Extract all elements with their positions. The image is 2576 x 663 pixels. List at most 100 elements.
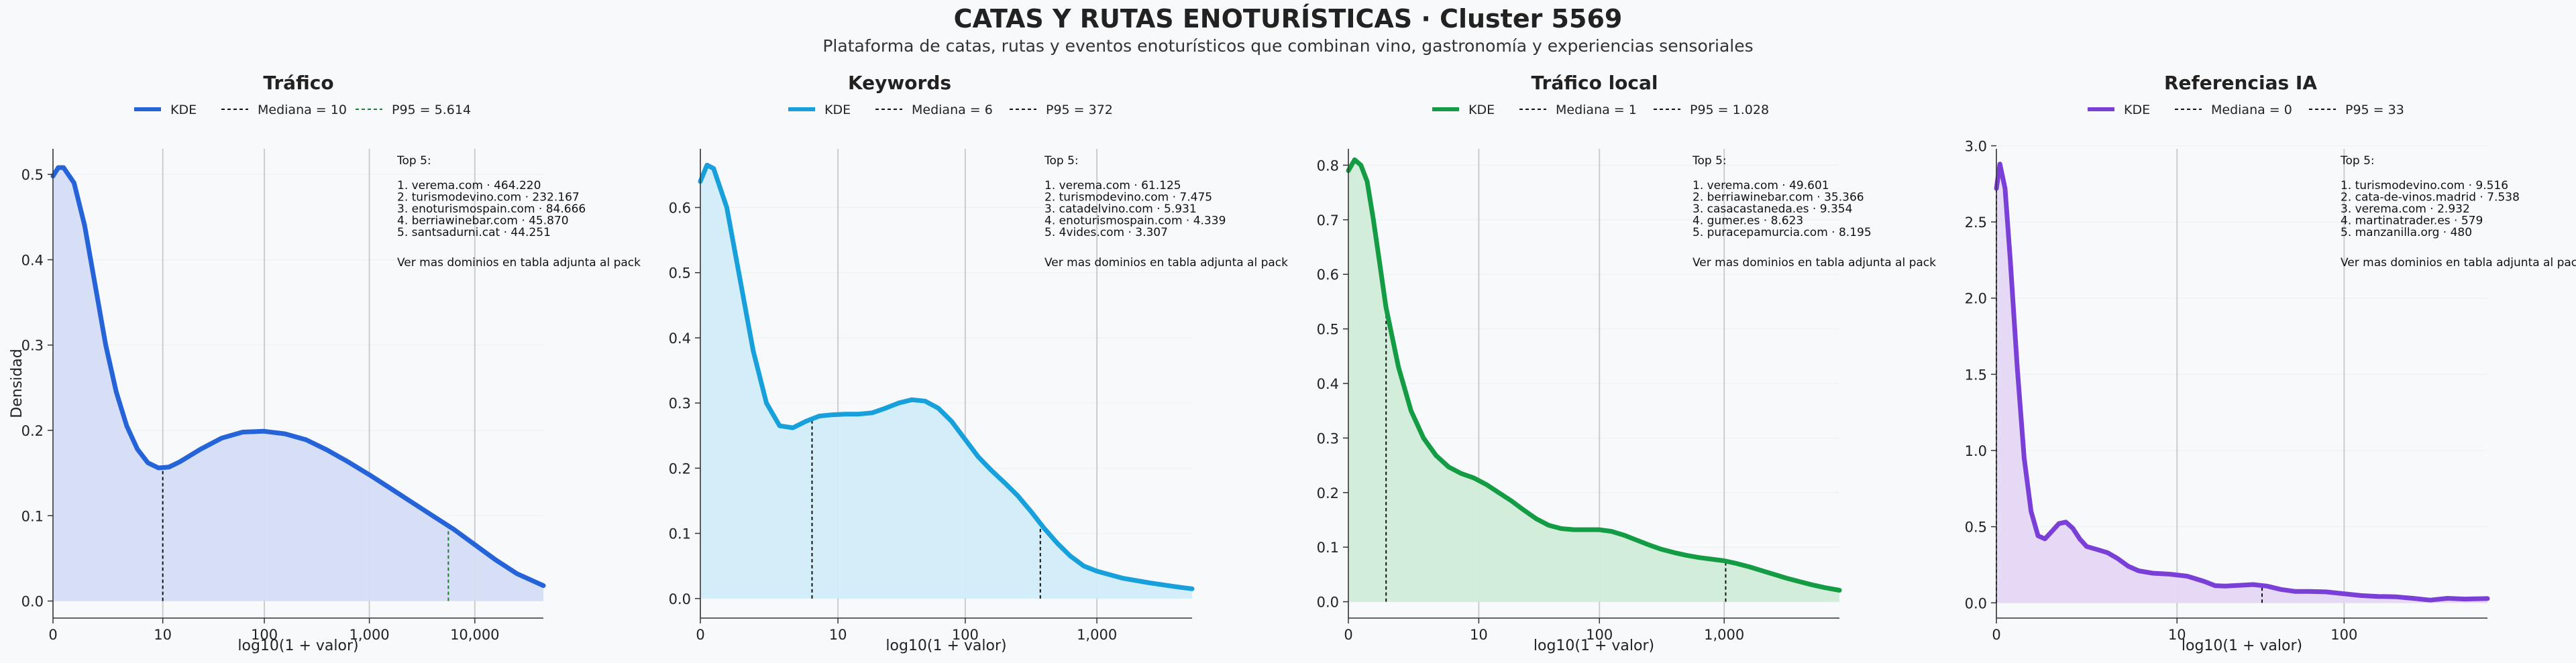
top5-item: 5. 4vides.com · 3.307 [1044,226,1168,239]
x-tick-label: 10 [2168,627,2186,643]
chart-title: Referencias IA [2164,72,2317,94]
kde-line [50,165,546,589]
legend-kde-label: KDE [170,103,197,117]
y-tick-label: 0.5 [669,265,691,282]
x-tick-label: 10 [154,627,172,643]
y-tick-label: 0.8 [1317,158,1339,174]
top5-heading: Top 5: [1044,154,1079,168]
kde-area [700,165,1192,599]
y-tick-label: 0.3 [1317,430,1339,446]
top5-heading: Top 5: [1692,154,1727,168]
x-tick-label: 1,000 [350,627,390,643]
y-tick-label: 0.0 [21,594,44,610]
top5-item: 2. turismodevino.com · 7.475 [1044,191,1212,204]
x-tick-label: 10,000 [450,627,499,643]
top5-footer: Ver mas dominios en tabla adjunta al pac… [1693,256,1936,269]
x-tick-label: 0 [48,627,57,643]
legend-p95-label: P95 = 372 [1046,103,1113,117]
top5-item: 4. martinatrader.es · 579 [2341,215,2483,228]
x-tick-label: 100 [1586,627,1613,643]
kde-area [1348,160,1839,602]
top5-item: 1. verema.com · 49.601 [1693,179,1829,192]
legend: KDE Mediana = 0 P95 = 33 [2088,103,2404,117]
top5-footer: Ver mas dominios en tabla adjunta al pac… [397,256,641,269]
y-tick-label: 0.5 [21,167,44,183]
top5-item: 1. turismodevino.com · 9.516 [2341,179,2508,192]
legend-median-label: Mediana = 10 [258,103,347,117]
top5-item: 3. catadelvino.com · 5.931 [1044,202,1197,216]
top5-item: 4. berriawinebar.com · 45.870 [397,215,569,228]
y-tick-label: 0.4 [669,330,691,347]
legend-kde-label: KDE [1468,103,1495,117]
top5-item: 5. puracepamurcia.com · 8.195 [1693,226,1872,239]
y-tick-label: 1.5 [1965,367,1987,383]
x-tick-label: 0 [1992,627,2000,643]
y-tick-label: 0.3 [669,396,691,412]
top5-item: 1. verema.com · 464.220 [397,179,541,192]
y-tick-label: 0.0 [1317,595,1339,611]
top5-footer: Ver mas dominios en tabla adjunta al pac… [2341,256,2576,269]
y-tick-label: 0.0 [1965,595,1987,611]
x-axis-label: log10(1 + valor) [237,638,358,654]
top5-item: 3. enoturismospain.com · 84.666 [397,202,586,216]
top5-footer: Ver mas dominios en tabla adjunta al pac… [1044,256,1288,269]
top5-item: 1. verema.com · 61.125 [1044,179,1181,192]
y-tick-label: 0.0 [669,591,691,607]
y-tick-label: 0.5 [1317,322,1339,338]
chart-panel-2: Keywords KDE Mediana = 6 P95 = 372 0.0 0.1 0.2… [669,72,1289,654]
x-axis-label: log10(1 + valor) [1534,638,1654,654]
page-title: CATAS Y RUTAS ENOTURÍSTICAS · Cluster 55… [953,4,1623,34]
kde-area [1996,164,2487,603]
y-tick-label: 0.5 [1965,520,1987,536]
x-tick-label: 0 [696,627,704,643]
y-axis-label: Densidad [9,349,25,418]
top5-item: 2. cata-de-vinos.madrid · 7.538 [2341,191,2520,204]
legend-p95-label: P95 = 1.028 [1690,103,1769,117]
top5-item: 5. santsadurni.cat · 44.251 [397,226,551,239]
x-tick-label: 10 [1470,627,1488,643]
x-tick-label: 100 [251,627,278,643]
legend-p95-label: P95 = 33 [2345,103,2404,117]
top5-item: 2. berriawinebar.com · 35.366 [1693,191,1864,204]
legend-median-label: Mediana = 1 [1556,103,1637,117]
x-tick-label: 10 [829,627,847,643]
y-tick-label: 0.6 [1317,267,1339,283]
page-subtitle: Plataforma de catas, rutas y eventos eno… [822,36,1754,56]
top5-item: 4. enoturismospain.com · 4.339 [1044,215,1226,228]
y-tick-label: 2.5 [1965,215,1987,231]
x-tick-label: 1,000 [1077,627,1117,643]
chart-panel-4: Referencias IA KDE Mediana = 0 P95 = 33 0.0 0… [1965,72,2576,654]
y-tick-label: 1.0 [1965,443,1987,459]
legend-kde-label: KDE [2124,103,2150,117]
kde-line [1994,162,2490,603]
chart-panel-1: Tráfico KDE Mediana = 10 P95 = 5.614 0.0 0.1 0… [9,72,641,654]
y-tick-label: 0.2 [1317,485,1339,501]
y-tick-label: 0.7 [1317,213,1339,229]
chart-title: Tráfico [263,72,333,94]
y-tick-label: 0.2 [669,461,691,477]
top5-item: 3. verema.com · 2.932 [2341,202,2470,216]
y-tick-label: 0.1 [1317,540,1339,556]
kde-line [698,162,1195,591]
chart-title: Tráfico local [1532,72,1658,94]
x-axis-label: log10(1 + valor) [2182,638,2302,654]
y-tick-label: 2.0 [1965,291,1987,307]
y-tick-label: 0.6 [669,200,691,217]
y-tick-label: 0.3 [21,338,44,354]
top5-heading: Top 5: [396,154,431,168]
kde-line [1346,157,1842,593]
top5-item: 3. casacastaneda.es · 9.354 [1693,202,1852,216]
y-tick-label: 0.1 [21,508,44,524]
legend: KDE Mediana = 1 P95 = 1.028 [1432,103,1769,117]
legend: KDE Mediana = 6 P95 = 372 [788,103,1113,117]
top5-heading: Top 5: [2340,154,2375,168]
x-tick-label: 100 [2330,627,2357,643]
chart-panel-3: Tráfico local KDE Mediana = 1 P95 = 1.028 0.… [1317,72,1937,654]
chart-title: Keywords [848,72,951,94]
top5-item: 2. turismodevino.com · 232.167 [397,191,580,204]
